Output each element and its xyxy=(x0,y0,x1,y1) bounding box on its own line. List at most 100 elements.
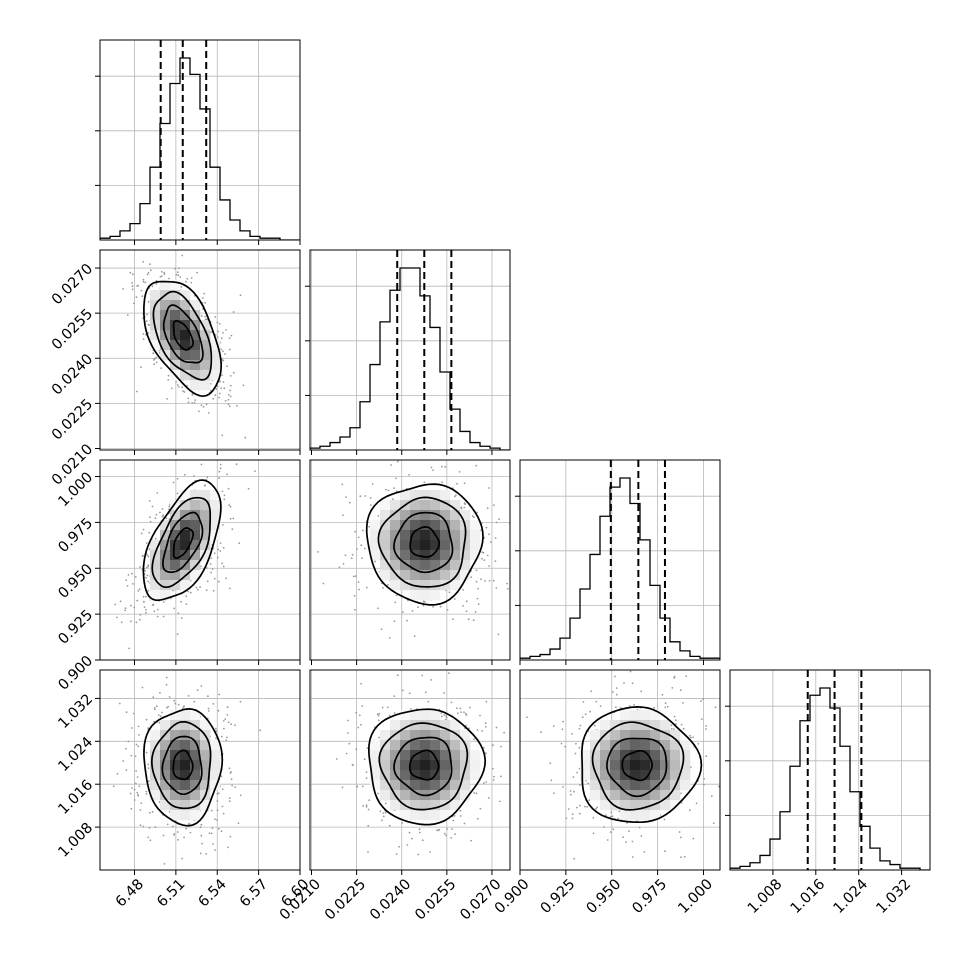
scatter-point xyxy=(132,273,134,276)
scatter-point xyxy=(365,804,368,806)
density-cell xyxy=(200,350,211,361)
density-cell xyxy=(680,760,691,771)
scatter-point xyxy=(573,857,576,860)
scatter-point xyxy=(142,260,145,263)
scatter-point xyxy=(216,321,219,324)
scatter-point xyxy=(492,767,494,770)
density-cell xyxy=(430,760,441,771)
density-cell xyxy=(590,780,601,791)
density-cell xyxy=(420,720,431,731)
scatter-point xyxy=(465,610,468,613)
scatter-point xyxy=(205,853,208,855)
density-cell xyxy=(400,540,411,551)
scatter-point xyxy=(447,666,449,668)
density-cell xyxy=(430,490,441,501)
x-tick-label-3-3: 1.032 xyxy=(874,876,915,917)
scatter-point xyxy=(441,481,443,484)
scatter-point xyxy=(582,701,585,703)
density-cell xyxy=(200,320,211,331)
scatter-point xyxy=(476,511,478,514)
scatter-point xyxy=(609,831,612,833)
scatter-point xyxy=(640,690,643,693)
scatter-point xyxy=(213,552,216,555)
x-tick-label-0-3: 6.57 xyxy=(237,876,271,910)
scatter-point xyxy=(157,714,160,716)
density-cell xyxy=(620,750,631,761)
density-cell xyxy=(160,280,171,291)
scatter-point xyxy=(239,294,242,297)
scatter-point xyxy=(378,712,381,715)
scatter-point xyxy=(495,521,498,524)
scatter-point xyxy=(692,837,695,840)
scatter-point xyxy=(689,736,692,739)
scatter-point xyxy=(161,711,163,714)
scatter-point xyxy=(462,605,464,607)
scatter-point xyxy=(139,824,142,827)
density-cell xyxy=(420,580,431,591)
density-cell xyxy=(630,730,641,741)
scatter-point xyxy=(432,469,434,471)
scatter-point xyxy=(680,792,682,795)
scatter-point xyxy=(224,399,227,402)
scatter-point xyxy=(127,740,130,743)
scatter-point xyxy=(226,736,228,739)
density-cell xyxy=(610,760,621,771)
density-cell xyxy=(440,770,451,781)
scatter-point xyxy=(479,714,481,717)
scatter-point xyxy=(162,514,165,517)
scatter-point xyxy=(156,492,159,494)
density-cell xyxy=(590,730,601,741)
scatter-point xyxy=(228,337,231,339)
scatter-point xyxy=(124,607,127,610)
scatter-point xyxy=(217,548,220,551)
scatter-point xyxy=(392,498,394,500)
scatter-point xyxy=(234,786,237,788)
scatter-point xyxy=(148,826,151,829)
scatter-point xyxy=(571,813,574,815)
scatter-point xyxy=(213,577,216,580)
density-cell xyxy=(430,540,441,551)
density-cell xyxy=(150,340,161,351)
scatter-point xyxy=(200,463,203,466)
scatter-point xyxy=(225,739,228,742)
scatter-point xyxy=(742,700,744,702)
scatter-point xyxy=(140,802,143,804)
scatter-point xyxy=(146,554,149,556)
scatter-point xyxy=(210,571,213,574)
density-cell xyxy=(390,750,401,761)
density-cell xyxy=(190,710,201,721)
scatter-point xyxy=(206,567,208,569)
scatter-point xyxy=(678,831,681,833)
density-cell xyxy=(650,710,661,721)
scatter-point xyxy=(335,758,338,760)
scatter-point xyxy=(159,511,161,514)
density-cell xyxy=(170,310,181,321)
scatter-point xyxy=(139,614,142,616)
scatter-point xyxy=(129,792,132,795)
y-tick-label-2-0: 0.900 xyxy=(56,653,97,694)
density-cell xyxy=(150,290,161,301)
density-cell xyxy=(400,770,411,781)
scatter-point xyxy=(700,718,703,720)
scatter-point xyxy=(212,843,215,845)
scatter-point xyxy=(191,402,194,405)
density-cell xyxy=(400,710,411,721)
scatter-point xyxy=(365,586,368,589)
scatter-point xyxy=(207,412,210,414)
scatter-point xyxy=(167,374,170,377)
y-tick-label-3-3: 1.032 xyxy=(56,691,97,732)
density-cell xyxy=(410,800,421,811)
scatter-point xyxy=(538,574,540,576)
panel-1-1 xyxy=(305,249,511,455)
density-cell xyxy=(210,510,221,521)
x-tick-label-3-2: 1.024 xyxy=(831,876,872,917)
scatter-point xyxy=(622,836,624,839)
scatter-point xyxy=(439,605,442,608)
scatter-point xyxy=(133,788,136,791)
scatter-point xyxy=(348,501,351,504)
density-cell xyxy=(600,800,611,811)
scatter-point xyxy=(465,600,468,603)
scatter-point xyxy=(142,280,145,283)
scatter-point xyxy=(352,575,355,578)
contour-2 xyxy=(378,722,469,811)
